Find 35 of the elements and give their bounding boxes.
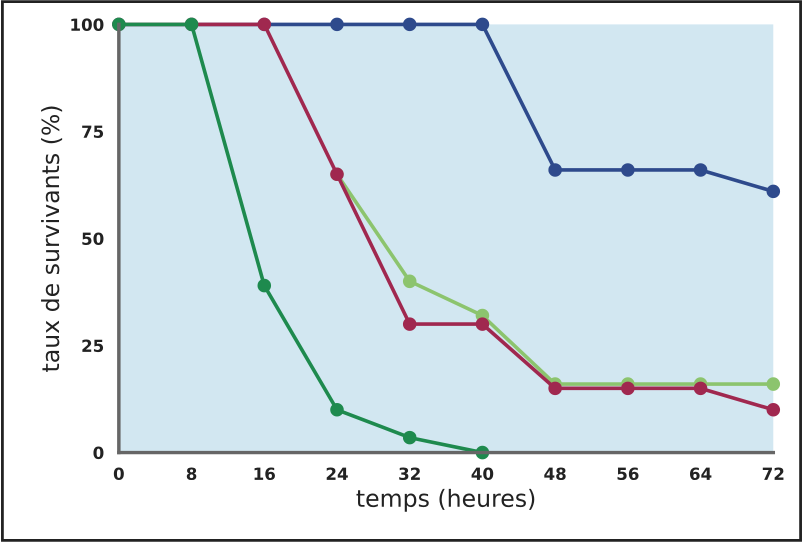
point xyxy=(548,382,562,396)
point xyxy=(766,184,780,198)
x-tick-label: 56 xyxy=(618,467,639,480)
x-tick-label: 72 xyxy=(762,467,784,480)
x-tick-label: 40 xyxy=(472,467,494,480)
point xyxy=(402,274,416,288)
point xyxy=(476,317,490,331)
x-tick-label: 16 xyxy=(254,467,275,480)
x-tick-label: 8 xyxy=(186,467,196,480)
x-tick-label: 32 xyxy=(399,467,420,480)
x-tick-label: 48 xyxy=(544,467,566,480)
point xyxy=(402,430,416,444)
x-tick-label: 0 xyxy=(114,467,124,480)
x-tick-label: 64 xyxy=(690,467,712,480)
y-tick-label: 75 xyxy=(82,126,104,138)
y-tick-label: 50 xyxy=(82,232,104,246)
point xyxy=(258,278,272,292)
point xyxy=(330,402,344,417)
point xyxy=(766,402,780,417)
point xyxy=(402,317,416,331)
point xyxy=(694,382,708,396)
x-axis-title: temps (heures) xyxy=(356,488,534,512)
y-tick-label: 25 xyxy=(82,339,104,352)
point xyxy=(402,18,416,32)
y-tick-label: 0 xyxy=(93,446,104,460)
y-axis-title: taux de survivants (%) xyxy=(41,106,62,372)
point xyxy=(476,18,490,32)
point xyxy=(766,377,780,391)
point xyxy=(694,163,708,177)
point xyxy=(548,163,562,177)
point xyxy=(621,382,635,396)
point xyxy=(621,163,635,177)
x-tick-label: 24 xyxy=(326,467,348,480)
y-tick-label: 100 xyxy=(71,18,104,31)
point xyxy=(330,18,344,32)
